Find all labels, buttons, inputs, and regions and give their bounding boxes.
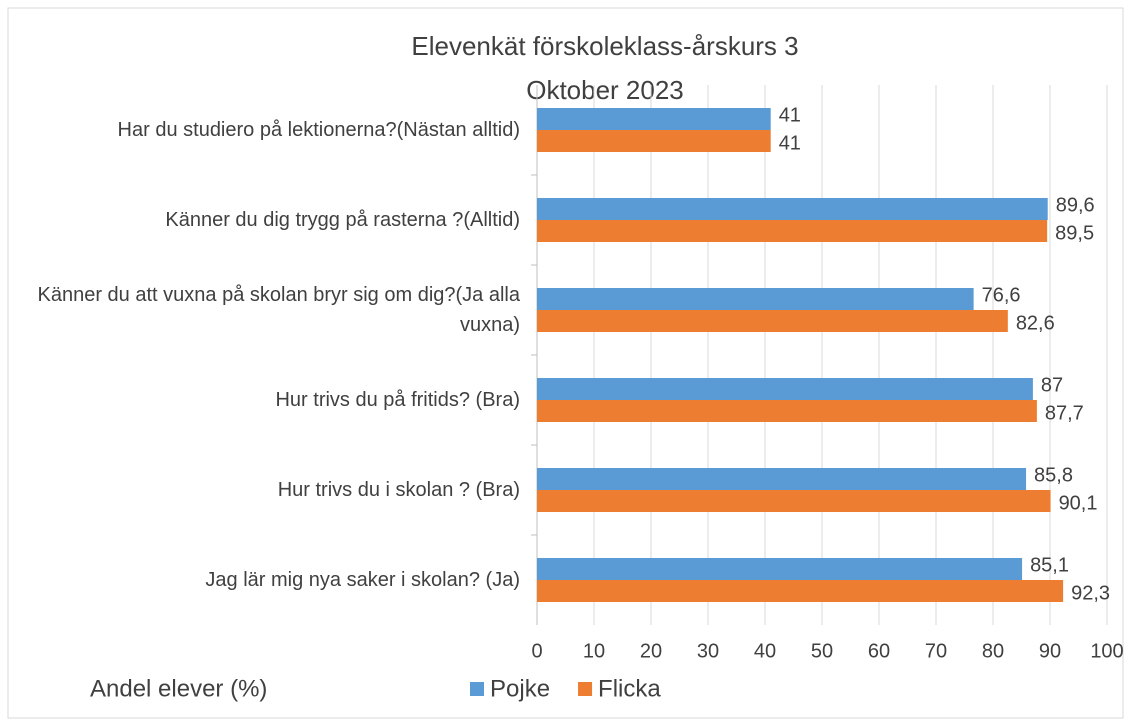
bar: [537, 468, 1027, 490]
bar: [537, 198, 1048, 220]
data-label: 90,1: [1059, 492, 1098, 514]
legend-swatch: [578, 682, 593, 696]
chart-title: Elevenkät förskoleklass-årskurs 3: [411, 31, 798, 61]
data-label: 85,1: [1030, 554, 1069, 576]
data-label: 89,5: [1055, 222, 1094, 244]
y-tick-label: Hur trivs du på fritids? (Bra): [275, 389, 520, 411]
y-tick-label: Jag lär mig nya saker i skolan? (Ja): [205, 569, 520, 591]
x-tick-label: 100: [1090, 640, 1123, 662]
legend-label: Pojke: [490, 675, 550, 702]
bar: [537, 220, 1048, 242]
y-tick-label: Känner du dig trygg på rasterna ?(Alltid…: [165, 209, 520, 231]
bar: [537, 580, 1064, 602]
x-tick-label: 50: [811, 640, 833, 662]
y-tick-label: Hur trivs du i skolan ? (Bra): [277, 479, 520, 501]
data-label: 41: [779, 132, 801, 154]
data-label: 41: [779, 104, 801, 126]
data-label: 89,6: [1056, 194, 1095, 216]
x-tick-label: 60: [868, 640, 890, 662]
bar: [537, 378, 1033, 400]
y-tick-label: Har du studiero på lektionerna?(Nästan a…: [117, 119, 520, 141]
data-label: 87: [1041, 374, 1063, 396]
data-label: 92,3: [1071, 582, 1110, 604]
x-tick-label: 0: [531, 640, 542, 662]
bar: [537, 288, 974, 310]
x-tick-label: 10: [583, 640, 605, 662]
bar: [537, 558, 1023, 580]
x-tick-label: 80: [982, 640, 1004, 662]
bar: [537, 490, 1051, 512]
data-label: 87,7: [1045, 402, 1084, 424]
legend-swatch: [470, 682, 484, 696]
data-label: 82,6: [1016, 312, 1055, 334]
chart-subtitle: Oktober 2023: [526, 75, 684, 105]
x-tick-label: 70: [925, 640, 947, 662]
x-tick-label: 40: [754, 640, 776, 662]
legend-label: Flicka: [598, 675, 661, 702]
y-tick-label: Känner du att vuxna på skolan bryr sig o…: [37, 284, 521, 336]
data-label: 76,6: [982, 284, 1021, 306]
x-axis-label: Andel elever (%): [90, 675, 267, 702]
bar: [537, 130, 771, 152]
x-tick-label: 90: [1039, 640, 1061, 662]
data-label: 85,8: [1034, 464, 1073, 486]
bar: [537, 108, 771, 130]
bar: [537, 310, 1008, 332]
bar: [537, 400, 1037, 422]
x-tick-label: 20: [640, 640, 662, 662]
x-tick-label: 30: [697, 640, 719, 662]
